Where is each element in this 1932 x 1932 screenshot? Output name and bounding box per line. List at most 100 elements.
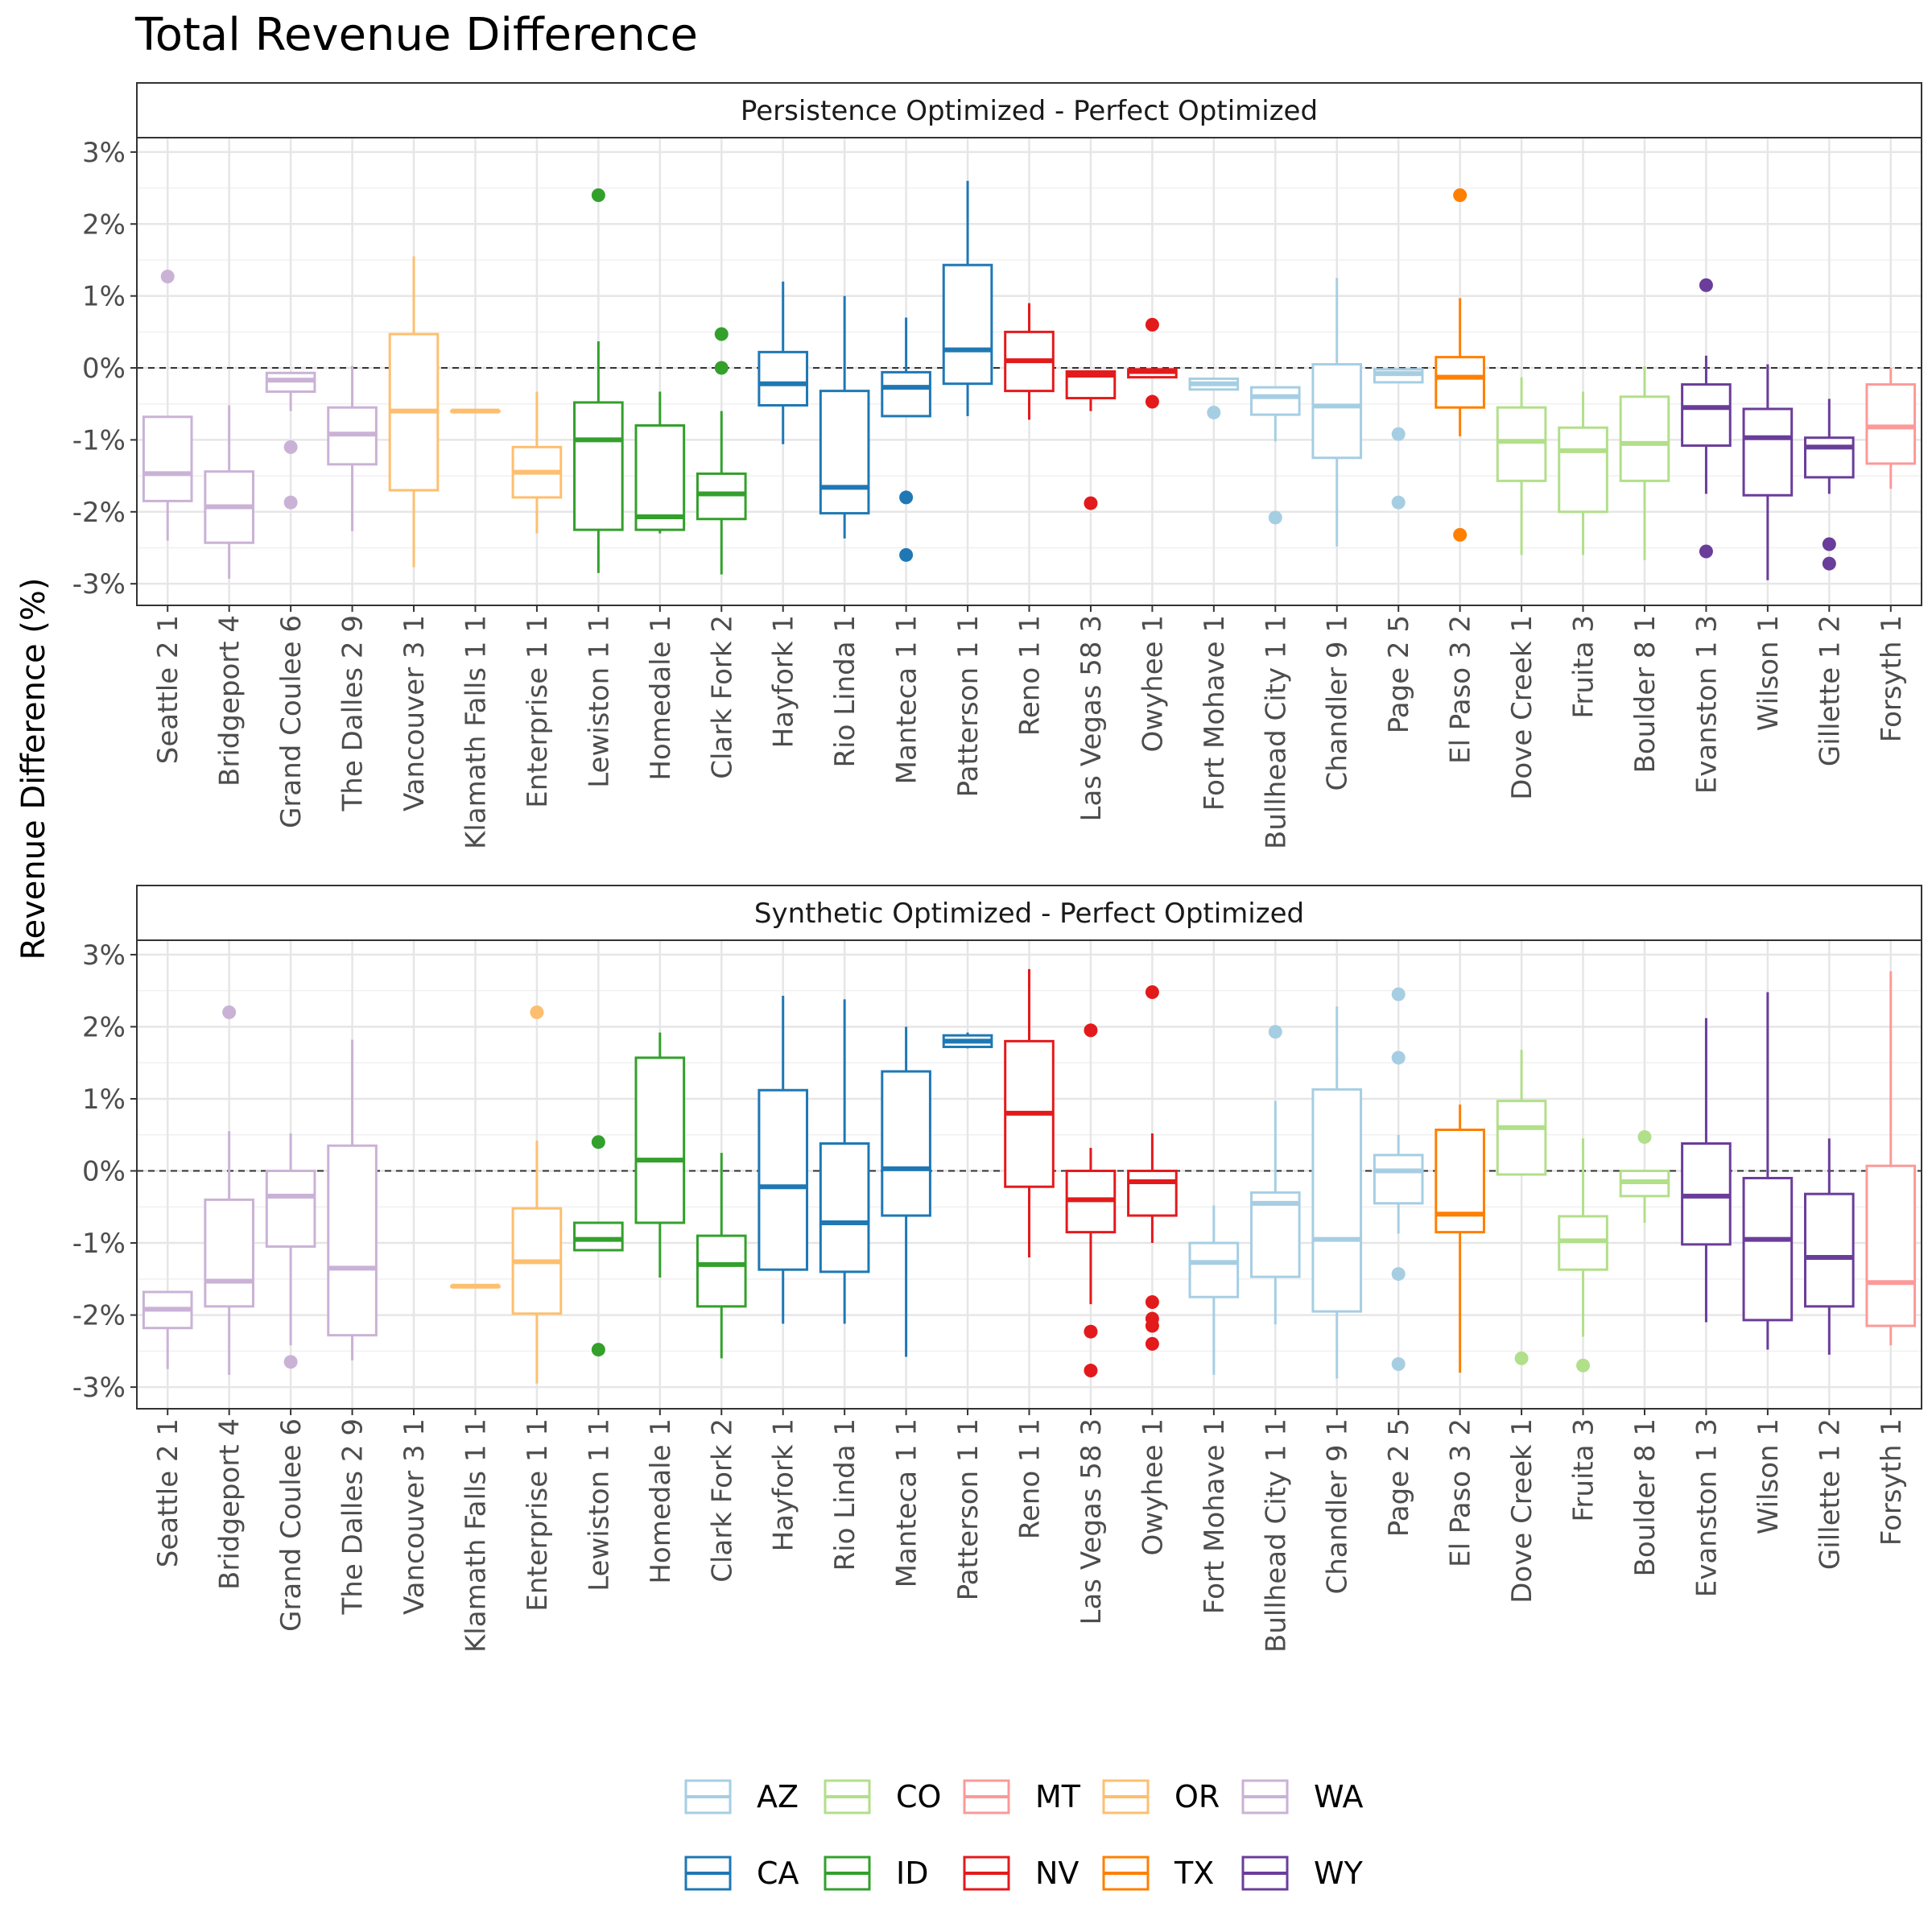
- x-tick-label: Vancouver 3 1: [398, 1418, 431, 1615]
- panel-title: Synthetic Optimized - Perfect Optimized: [754, 898, 1304, 930]
- box-8: [634, 1032, 686, 1278]
- box-23: [1558, 1138, 1608, 1373]
- outlier-point: [283, 495, 298, 510]
- y-tick-label: -2%: [72, 1300, 126, 1332]
- outlier-point: [899, 490, 914, 505]
- x-tick-label: Klamath Falls 1 1: [460, 1418, 492, 1653]
- x-tick-label: Vancouver 3 1: [398, 615, 431, 811]
- box-body: [1435, 1128, 1485, 1234]
- box-body: [573, 1221, 624, 1252]
- x-tick-label: Chandler 9 1: [1322, 615, 1354, 791]
- outlier-point: [1145, 1319, 1159, 1333]
- box-14: [1004, 968, 1055, 1257]
- box-body: [1188, 1241, 1240, 1298]
- x-tick-label: Bullhead City 1 1: [1260, 615, 1292, 849]
- outlier-point: [1391, 1356, 1406, 1371]
- legend-item-mt: MT: [963, 1779, 1081, 1814]
- x-tick-label: Gillette 1 2: [1814, 615, 1846, 766]
- x-tick-label: Wilson 1: [1752, 615, 1785, 731]
- x-tick-label: Chandler 9 1: [1322, 1418, 1354, 1594]
- x-tick-label: Rio Linda 1: [829, 615, 861, 767]
- box-body: [1804, 1192, 1855, 1308]
- box-24: [1619, 1129, 1670, 1223]
- x-tick-label: Owyhee 1: [1137, 1418, 1169, 1556]
- box-body: [1249, 386, 1301, 416]
- x-tick-label: El Paso 3 2: [1445, 615, 1477, 764]
- x-tick-label: Rio Linda 1: [829, 1418, 861, 1571]
- box-body: [1373, 1154, 1424, 1205]
- x-tick-label: Homedale 1: [645, 615, 677, 781]
- box-body: [1804, 436, 1855, 479]
- x-tick-label: Enterprise 1 1: [522, 1418, 554, 1612]
- panel-strip: [136, 82, 1922, 138]
- box-body: [1127, 1170, 1178, 1217]
- box-7: [573, 188, 624, 573]
- box-body: [758, 350, 809, 407]
- legend-item-nv: NV: [963, 1856, 1079, 1891]
- box-body: [1496, 1100, 1547, 1176]
- outlier-point: [1699, 278, 1713, 292]
- x-tick-label: Lewiston 1 1: [583, 1418, 615, 1591]
- panel-1: Persistence Optimized - Perfect Optimize…: [72, 82, 1922, 849]
- y-tick-label: -2%: [72, 497, 126, 529]
- box-28: [1865, 971, 1917, 1346]
- box-2: [265, 371, 316, 510]
- x-tick-label: Page 2 5: [1383, 1418, 1415, 1537]
- outlier-point: [1145, 394, 1159, 409]
- x-tick-label: Evanston 1 3: [1690, 615, 1723, 794]
- x-tick-label: Manteca 1 1: [891, 615, 923, 784]
- outlier-point: [1637, 1129, 1652, 1144]
- x-tick-label: Enterprise 1 1: [522, 615, 554, 808]
- box-26: [1742, 364, 1794, 580]
- x-tick-label: Wilson 1: [1752, 1418, 1785, 1534]
- box-24: [1619, 366, 1670, 560]
- box-21: [1435, 1104, 1485, 1373]
- legend-label: OR: [1174, 1779, 1220, 1814]
- box-body: [696, 1234, 747, 1308]
- y-axis-title: Revenue Difference (%): [15, 577, 52, 960]
- legend-label: MT: [1035, 1779, 1081, 1814]
- outlier-point: [1391, 987, 1406, 1001]
- x-tick-label: Fort Mohave 1: [1199, 615, 1231, 811]
- outlier-point: [222, 1005, 237, 1020]
- box-body: [696, 472, 747, 521]
- x-tick-label: Las Vegas 58 3: [1075, 615, 1108, 821]
- outlier-point: [1822, 537, 1836, 551]
- outlier-point: [591, 1343, 605, 1357]
- legend-item-az: AZ: [684, 1779, 799, 1814]
- box-9: [696, 1153, 747, 1359]
- y-tick-label: 2%: [82, 1011, 126, 1043]
- x-tick-label: Evanston 1 3: [1690, 1418, 1723, 1597]
- box-5: [450, 1283, 501, 1289]
- x-tick-label: Reno 1 1: [1014, 1418, 1046, 1539]
- outlier-point: [1453, 188, 1468, 203]
- legend-item-ca: CA: [684, 1856, 799, 1891]
- outlier-point: [714, 361, 729, 375]
- x-tick-label: The Dalles 2 9: [337, 615, 369, 811]
- box-body: [1865, 1164, 1917, 1327]
- x-tick-label: Dove Creek 1: [1506, 1418, 1538, 1604]
- box-body: [573, 401, 624, 531]
- x-tick-label: Patterson 1 1: [952, 615, 985, 797]
- box-body: [204, 1198, 254, 1308]
- box-2: [265, 1133, 316, 1369]
- x-tick-label: Dove Creek 1: [1506, 615, 1538, 800]
- outlier-point: [1268, 1025, 1282, 1039]
- legend-item-wy: WY: [1241, 1856, 1364, 1891]
- x-tick-label: Boulder 8 1: [1629, 1418, 1662, 1576]
- box-body: [819, 1141, 870, 1274]
- outlier-point: [714, 327, 729, 341]
- x-tick-label: Seattle 2 1: [152, 1418, 184, 1567]
- box-25: [1681, 278, 1732, 559]
- y-tick-label: -1%: [72, 424, 126, 456]
- box-20: [1373, 987, 1424, 1371]
- box-27: [1804, 1138, 1855, 1355]
- outlier-point: [1391, 1051, 1406, 1065]
- box-body: [1311, 363, 1363, 460]
- box-26: [1742, 992, 1794, 1350]
- x-tick-label: Boulder 8 1: [1629, 615, 1662, 773]
- box-body: [881, 1070, 931, 1217]
- y-tick-label: 3%: [82, 137, 126, 169]
- legend-label: WY: [1314, 1856, 1364, 1891]
